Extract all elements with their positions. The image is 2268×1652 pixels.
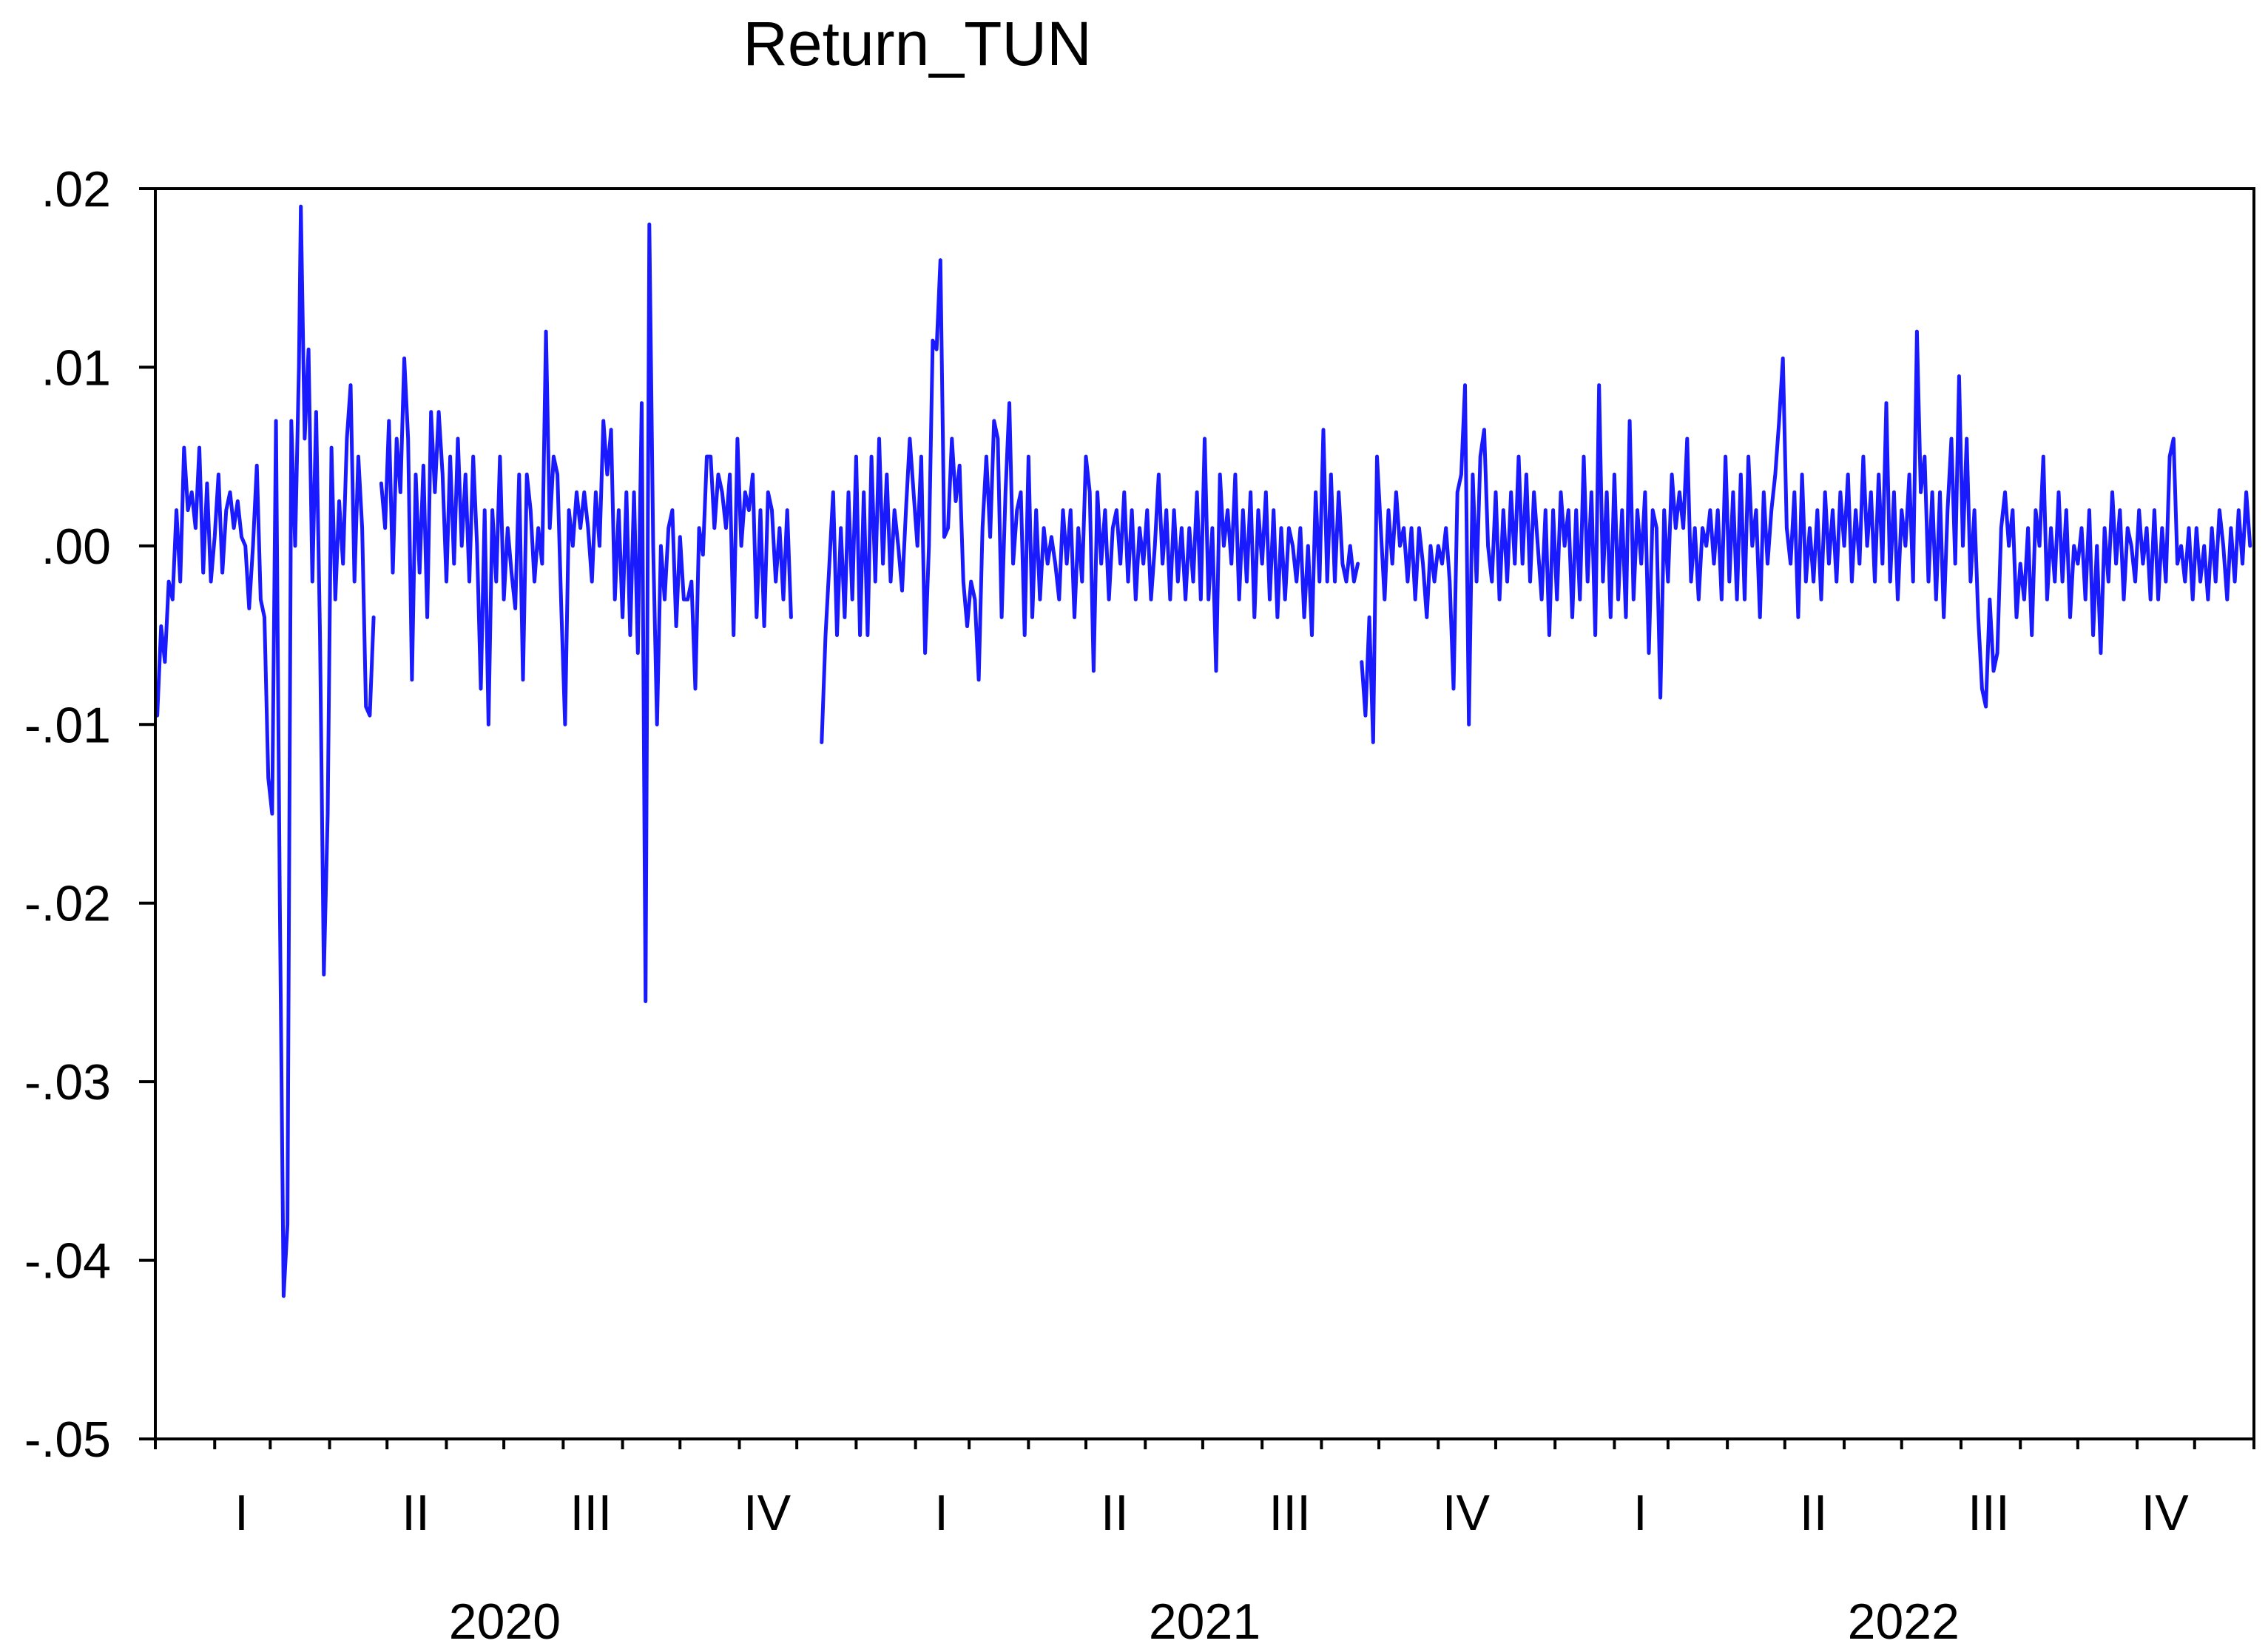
x-quarter-label: I — [934, 1485, 948, 1541]
x-quarter-label: III — [1269, 1485, 1311, 1541]
x-quarter-label: I — [234, 1485, 249, 1541]
y-tick-label: -.02 — [24, 876, 111, 932]
x-year-label: 2020 — [449, 1594, 561, 1650]
y-tick-label: -.05 — [24, 1412, 111, 1468]
x-quarter-label: IV — [1442, 1485, 1491, 1541]
y-tick-label: -.01 — [24, 697, 111, 753]
x-quarter-label: IV — [2142, 1485, 2190, 1541]
x-quarter-label: IV — [743, 1485, 792, 1541]
y-tick-label: -.03 — [24, 1054, 111, 1110]
series-line-segment — [155, 204, 376, 1298]
x-year-label: 2022 — [1848, 1594, 1960, 1650]
x-quarter-label: II — [1101, 1485, 1129, 1541]
y-tick-label: -.04 — [24, 1233, 111, 1289]
x-quarter-label: I — [1633, 1485, 1647, 1541]
series-line-segment — [820, 258, 1360, 744]
y-axis: .02 .01 .00 -.01 -.02 -.03 -.04 -.05 — [24, 161, 155, 1468]
y-tick-label: .00 — [41, 519, 111, 575]
x-quarter-label: III — [570, 1485, 612, 1541]
series-group — [155, 204, 2252, 1298]
x-quarter-label: II — [402, 1485, 430, 1541]
x-year-label: 2021 — [1149, 1594, 1260, 1650]
y-tick-label: .02 — [41, 161, 111, 218]
plot-frame — [154, 187, 2255, 1440]
chart-title: Return_TUN — [743, 9, 1091, 78]
y-tick-label: .01 — [41, 340, 111, 396]
series-line-segment — [379, 222, 793, 1003]
x-quarter-label: II — [1800, 1485, 1828, 1541]
x-quarter-label: III — [1968, 1485, 2010, 1541]
series-line-segment — [1360, 329, 2252, 744]
